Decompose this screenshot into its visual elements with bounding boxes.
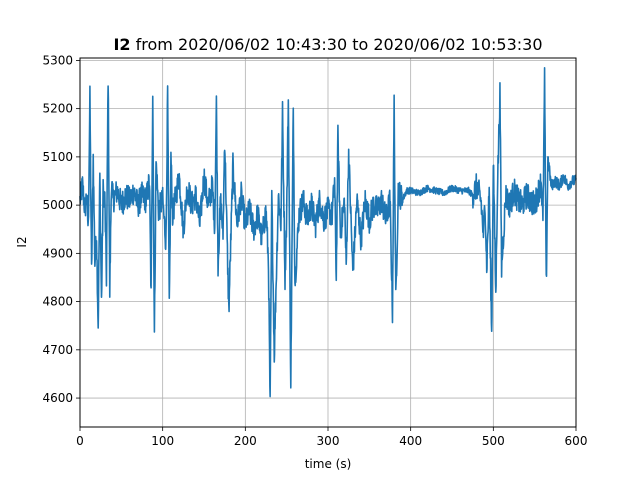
- y-tick-label: 5200: [42, 102, 73, 116]
- x-axis-ticks: 0 100 200 300 400 500 600: [76, 427, 587, 448]
- y-axis-label: I2: [15, 236, 29, 247]
- y-axis-ticks: 4600 4700 4800 4900 5000 5100 5200 5300: [42, 53, 80, 405]
- series-line: [79, 66, 577, 398]
- x-tick-label: 400: [399, 434, 422, 448]
- x-tick-label: 600: [565, 434, 588, 448]
- chart-title: I2 from 2020/06/02 10:43:30 to 2020/06/0…: [113, 35, 542, 54]
- y-tick-label: 4900: [42, 246, 73, 260]
- chart-title-rest: from 2020/06/02 10:43:30 to 2020/06/02 1…: [131, 35, 543, 54]
- x-tick-label: 300: [317, 434, 340, 448]
- series-layer: [79, 66, 577, 398]
- x-tick-label: 500: [482, 434, 505, 448]
- y-tick-label: 4800: [42, 295, 73, 309]
- y-tick-label: 4600: [42, 391, 73, 405]
- chart-title-bold: I2: [113, 35, 130, 54]
- y-tick-label: 5000: [42, 198, 73, 212]
- x-tick-label: 200: [234, 434, 257, 448]
- grid: [79, 58, 577, 427]
- x-axis-label: time (s): [305, 457, 352, 471]
- y-tick-label: 4700: [42, 343, 73, 357]
- y-tick-label: 5300: [42, 53, 73, 67]
- x-tick-label: 0: [76, 434, 84, 448]
- x-tick-label: 100: [151, 434, 174, 448]
- y-tick-label: 5100: [42, 150, 73, 164]
